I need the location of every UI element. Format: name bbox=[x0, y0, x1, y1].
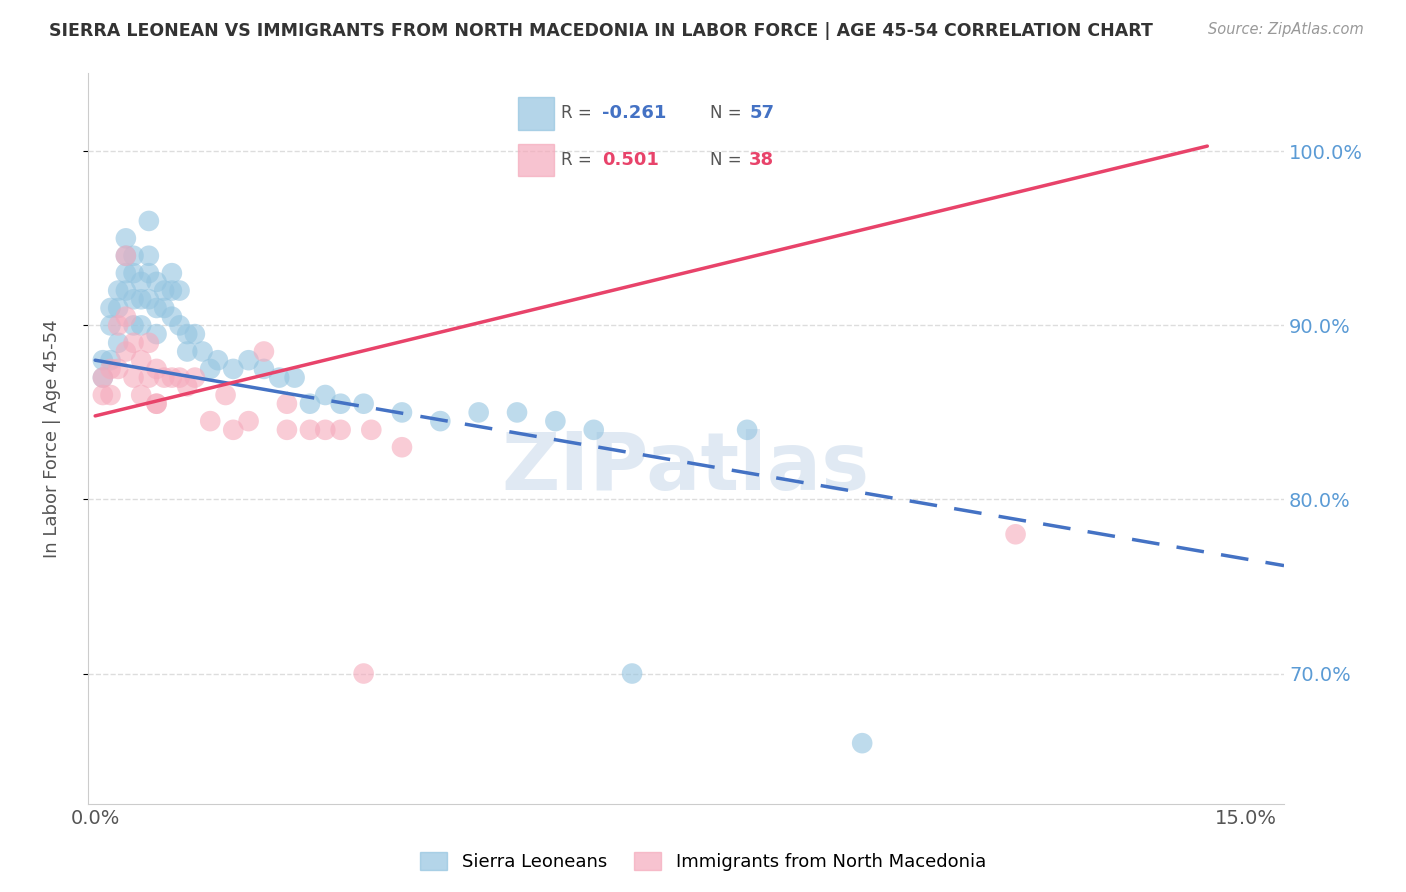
Point bbox=[115, 266, 138, 280]
Point bbox=[145, 301, 167, 315]
Point bbox=[169, 284, 191, 298]
Point bbox=[1004, 527, 1026, 541]
Point bbox=[100, 362, 122, 376]
Point bbox=[129, 353, 152, 368]
Point bbox=[253, 362, 276, 376]
Point bbox=[184, 370, 207, 384]
Point bbox=[138, 266, 160, 280]
Point bbox=[582, 423, 605, 437]
Point bbox=[100, 353, 122, 368]
Point bbox=[129, 275, 152, 289]
Point bbox=[145, 275, 167, 289]
Point bbox=[353, 397, 375, 411]
Point bbox=[115, 231, 138, 245]
Point bbox=[138, 249, 160, 263]
Point bbox=[200, 362, 222, 376]
Point bbox=[115, 284, 138, 298]
Point bbox=[107, 301, 129, 315]
Point bbox=[851, 736, 873, 750]
Point bbox=[169, 370, 191, 384]
Point bbox=[91, 370, 114, 384]
Point bbox=[238, 414, 260, 428]
Point bbox=[176, 327, 198, 342]
Point bbox=[253, 344, 276, 359]
Legend: Sierra Leoneans, Immigrants from North Macedonia: Sierra Leoneans, Immigrants from North M… bbox=[413, 845, 993, 879]
Point bbox=[222, 362, 245, 376]
Point bbox=[314, 388, 336, 402]
Point bbox=[506, 405, 529, 419]
Point bbox=[238, 353, 260, 368]
Point bbox=[160, 266, 183, 280]
Point bbox=[122, 370, 145, 384]
Point bbox=[107, 318, 129, 333]
Point bbox=[145, 397, 167, 411]
Point bbox=[145, 397, 167, 411]
Point bbox=[129, 293, 152, 307]
Point bbox=[184, 327, 207, 342]
Point bbox=[122, 318, 145, 333]
Point bbox=[145, 362, 167, 376]
Point bbox=[129, 388, 152, 402]
Point bbox=[176, 344, 198, 359]
Y-axis label: In Labor Force | Age 45-54: In Labor Force | Age 45-54 bbox=[44, 319, 60, 558]
Point bbox=[160, 310, 183, 324]
Text: Source: ZipAtlas.com: Source: ZipAtlas.com bbox=[1208, 22, 1364, 37]
Point bbox=[214, 388, 236, 402]
Point bbox=[100, 301, 122, 315]
Point bbox=[91, 353, 114, 368]
Point bbox=[169, 318, 191, 333]
Point bbox=[207, 353, 229, 368]
Point bbox=[138, 214, 160, 228]
Point bbox=[160, 284, 183, 298]
Point bbox=[735, 423, 758, 437]
Point bbox=[122, 335, 145, 350]
Point bbox=[138, 335, 160, 350]
Point bbox=[153, 370, 176, 384]
Point bbox=[329, 397, 352, 411]
Point bbox=[145, 327, 167, 342]
Point bbox=[284, 370, 307, 384]
Point bbox=[222, 423, 245, 437]
Point bbox=[122, 266, 145, 280]
Point bbox=[100, 318, 122, 333]
Text: SIERRA LEONEAN VS IMMIGRANTS FROM NORTH MACEDONIA IN LABOR FORCE | AGE 45-54 COR: SIERRA LEONEAN VS IMMIGRANTS FROM NORTH … bbox=[49, 22, 1153, 40]
Point bbox=[276, 423, 298, 437]
Point bbox=[91, 388, 114, 402]
Point bbox=[160, 370, 183, 384]
Point bbox=[107, 362, 129, 376]
Point bbox=[360, 423, 382, 437]
Point bbox=[200, 414, 222, 428]
Point bbox=[153, 284, 176, 298]
Point bbox=[138, 293, 160, 307]
Point bbox=[100, 388, 122, 402]
Point bbox=[122, 293, 145, 307]
Point bbox=[176, 379, 198, 393]
Point bbox=[153, 301, 176, 315]
Point bbox=[298, 397, 321, 411]
Point bbox=[91, 370, 114, 384]
Point bbox=[298, 423, 321, 437]
Point bbox=[544, 414, 567, 428]
Point bbox=[107, 335, 129, 350]
Point bbox=[115, 249, 138, 263]
Point bbox=[621, 666, 644, 681]
Point bbox=[191, 344, 214, 359]
Point bbox=[276, 397, 298, 411]
Point bbox=[429, 414, 451, 428]
Point bbox=[115, 344, 138, 359]
Point bbox=[353, 666, 375, 681]
Point bbox=[129, 318, 152, 333]
Point bbox=[269, 370, 291, 384]
Point bbox=[314, 423, 336, 437]
Text: ZIPatlas: ZIPatlas bbox=[502, 429, 870, 507]
Point bbox=[391, 405, 413, 419]
Point bbox=[122, 249, 145, 263]
Point bbox=[107, 284, 129, 298]
Point bbox=[115, 310, 138, 324]
Point bbox=[467, 405, 489, 419]
Point bbox=[329, 423, 352, 437]
Point bbox=[115, 249, 138, 263]
Point bbox=[138, 370, 160, 384]
Point bbox=[391, 440, 413, 454]
